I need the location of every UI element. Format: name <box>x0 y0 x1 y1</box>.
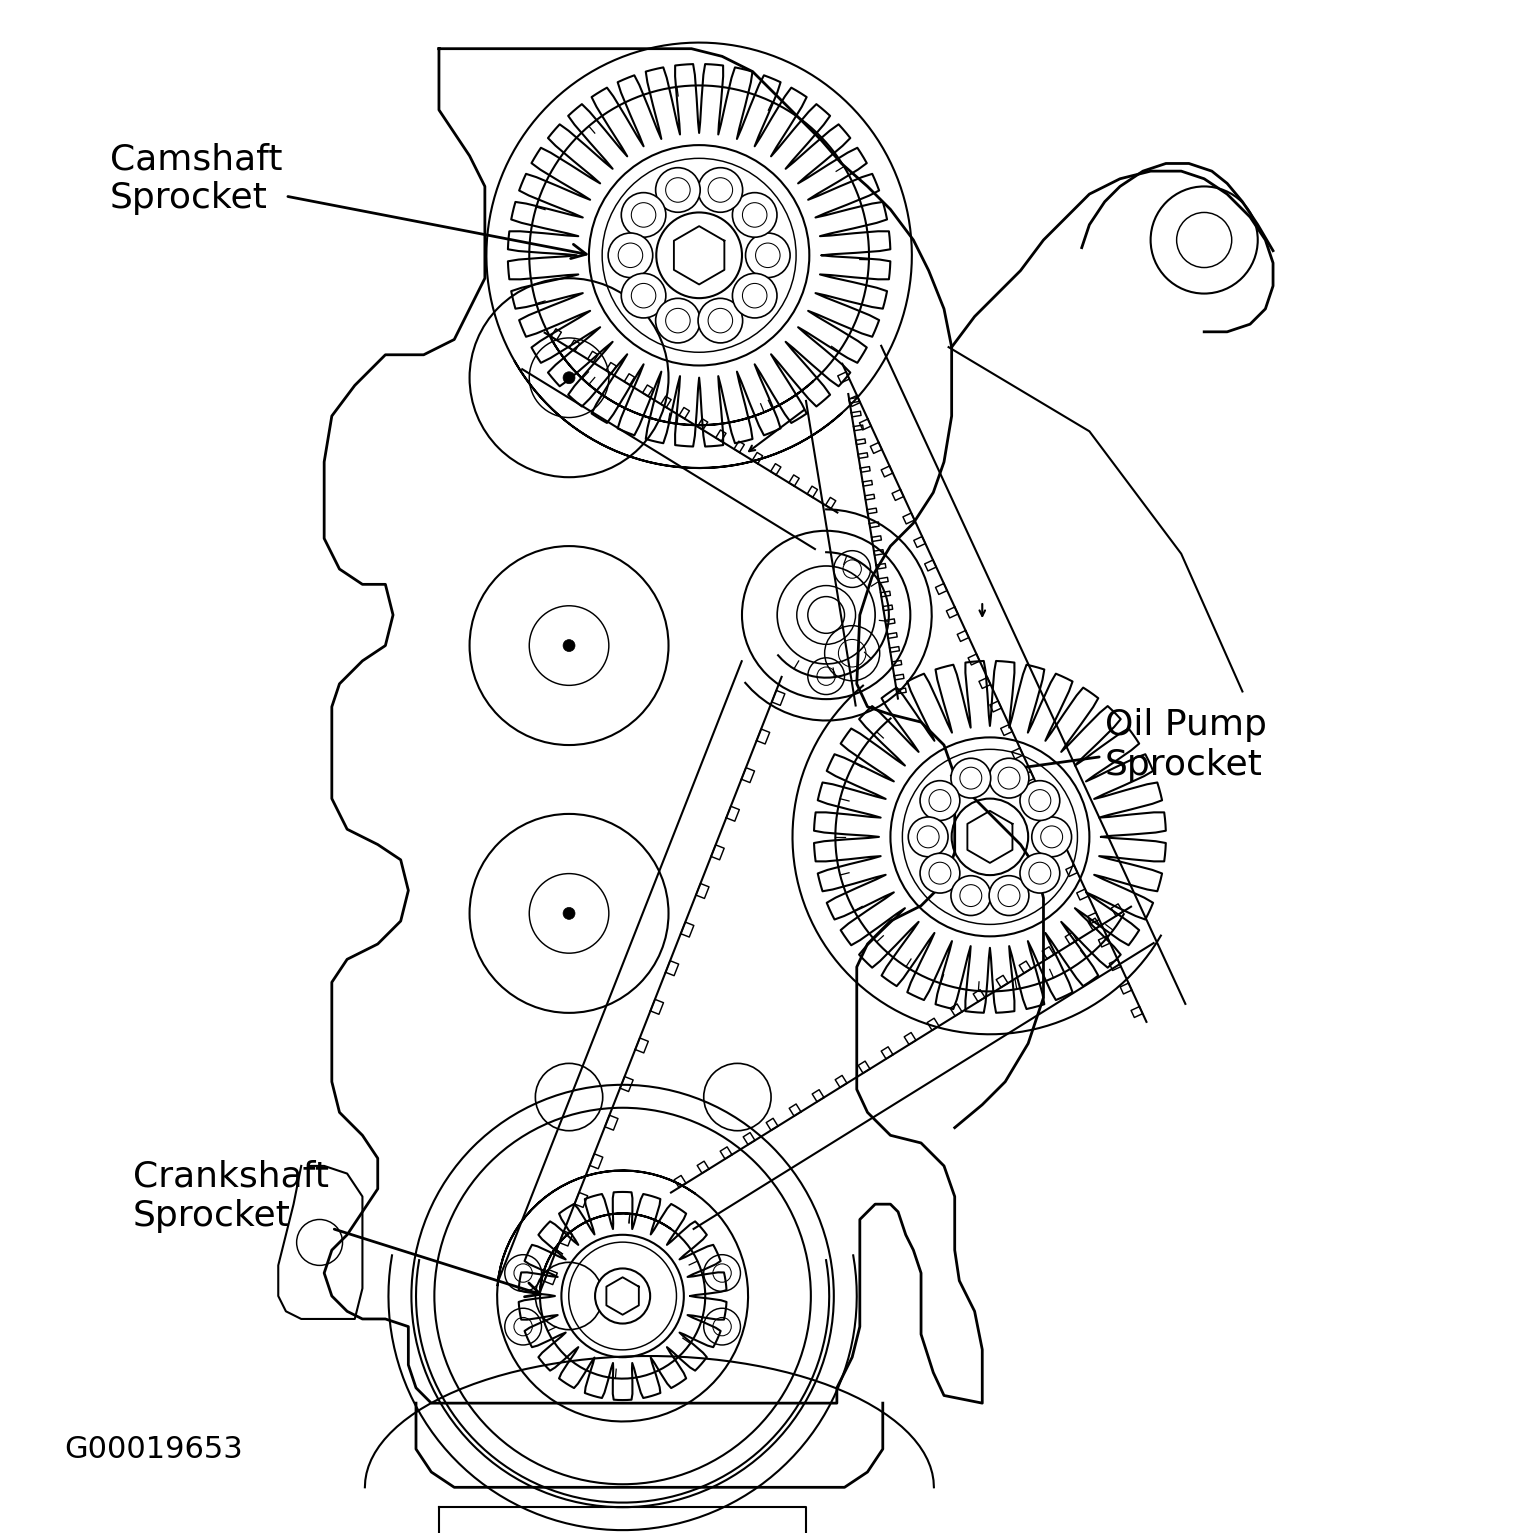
Circle shape <box>951 876 991 915</box>
Circle shape <box>1020 854 1060 892</box>
Text: Crankshaft
Sprocket: Crankshaft Sprocket <box>134 1160 541 1296</box>
Circle shape <box>742 531 911 699</box>
Circle shape <box>564 639 574 651</box>
Circle shape <box>621 192 665 237</box>
Circle shape <box>777 565 876 664</box>
Circle shape <box>920 854 960 892</box>
Circle shape <box>908 817 948 857</box>
Circle shape <box>1032 817 1072 857</box>
Circle shape <box>656 298 700 343</box>
Text: G00019653: G00019653 <box>65 1435 243 1464</box>
Circle shape <box>697 167 742 212</box>
Circle shape <box>608 233 653 278</box>
Circle shape <box>745 233 790 278</box>
Circle shape <box>920 780 960 820</box>
Circle shape <box>697 298 742 343</box>
Circle shape <box>808 596 845 633</box>
Circle shape <box>951 759 991 799</box>
Text: Oil Pump
Sprocket: Oil Pump Sprocket <box>969 708 1267 782</box>
Circle shape <box>989 876 1029 915</box>
Circle shape <box>621 273 665 318</box>
Circle shape <box>656 212 742 298</box>
Circle shape <box>733 273 777 318</box>
Circle shape <box>656 167 700 212</box>
Circle shape <box>564 372 574 384</box>
Circle shape <box>1020 780 1060 820</box>
Circle shape <box>594 1269 650 1324</box>
Circle shape <box>797 585 856 644</box>
Circle shape <box>989 759 1029 799</box>
Circle shape <box>733 192 777 237</box>
Circle shape <box>564 908 574 920</box>
Text: Camshaft
Sprocket: Camshaft Sprocket <box>111 141 587 258</box>
Circle shape <box>952 799 1028 876</box>
